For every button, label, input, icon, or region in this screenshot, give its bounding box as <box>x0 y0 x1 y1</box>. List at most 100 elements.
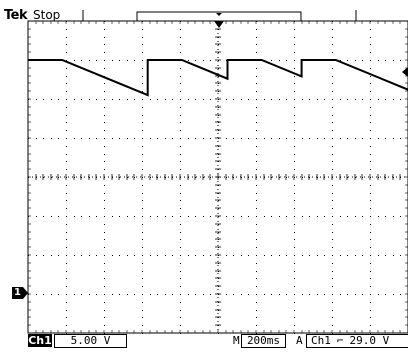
grid-dot <box>256 239 257 240</box>
grid-dot <box>203 255 204 256</box>
grid-dot <box>370 122 371 123</box>
grid-dot <box>142 208 143 209</box>
trigger-readout[interactable]: Ch1 ⌐ 29.0 V <box>306 334 408 348</box>
grid-dot <box>324 294 325 295</box>
grid-dot <box>104 302 105 303</box>
grid-dot <box>294 130 295 131</box>
time-per-div-readout[interactable]: 200ms <box>241 334 286 348</box>
grid-dot <box>256 169 257 170</box>
grid-dot <box>393 60 394 61</box>
grid-dot <box>180 37 181 38</box>
grid-dot <box>66 200 67 201</box>
trigger-position-marker <box>214 21 224 28</box>
grid-dot <box>58 138 59 139</box>
grid-dot <box>286 99 287 100</box>
grid-dot <box>332 208 333 209</box>
grid-dot <box>370 216 371 217</box>
grid-dot <box>332 325 333 326</box>
grid-dot <box>104 169 105 170</box>
grid-dot <box>332 247 333 248</box>
grid-dot <box>195 138 196 139</box>
grid-dot <box>256 317 257 318</box>
grid-dot <box>150 138 151 139</box>
grid-dot <box>378 60 379 61</box>
grid-dot <box>294 247 295 248</box>
grid-dot <box>294 107 295 108</box>
grid-dot <box>195 177 196 178</box>
volts-per-div-readout[interactable]: 5.00 V <box>54 334 127 348</box>
grid-dot <box>66 255 67 256</box>
grid-dot <box>218 247 219 248</box>
trigger-source: Ch1 <box>311 334 331 347</box>
grid-dot <box>355 177 356 178</box>
grid-dot <box>271 99 272 100</box>
grid-dot <box>180 325 181 326</box>
grid-dot <box>370 310 371 311</box>
grid-dot <box>104 232 105 233</box>
grid-dot <box>332 52 333 53</box>
grid-dot <box>370 317 371 318</box>
grid-dot <box>400 60 401 61</box>
grid-dot <box>370 325 371 326</box>
grid-dot <box>188 294 189 295</box>
grid-dot <box>218 83 219 84</box>
grid-dot <box>332 99 333 100</box>
status-bar: Ch1 5.00 V M 200ms A Ch1 ⌐ 29.0 V <box>0 334 408 348</box>
grid-dot <box>104 37 105 38</box>
grid-dot <box>317 138 318 139</box>
grid-dot <box>302 99 303 100</box>
grid-dot <box>256 232 257 233</box>
grid-dot <box>150 255 151 256</box>
grid-dot <box>104 200 105 201</box>
grid-dot <box>370 286 371 287</box>
grid-dot <box>142 91 143 92</box>
grid-dot <box>66 317 67 318</box>
grid-dot <box>370 232 371 233</box>
grid-dot <box>256 154 257 155</box>
grid-dot <box>51 99 52 100</box>
grid-dot <box>104 310 105 311</box>
grid-dot <box>370 169 371 170</box>
grid-dot <box>180 169 181 170</box>
grid-dot <box>104 263 105 264</box>
grid-dot <box>127 138 128 139</box>
grid-dot <box>66 177 67 178</box>
grid-dot <box>81 99 82 100</box>
grid-dot <box>332 122 333 123</box>
grid-dot <box>157 216 158 217</box>
grid-dot <box>248 255 249 256</box>
grid-dot <box>142 193 143 194</box>
grid-dot <box>370 255 371 256</box>
grid-dot <box>218 146 219 147</box>
grid-dot <box>294 333 295 334</box>
grid-dot <box>370 333 371 334</box>
grid-dot <box>248 294 249 295</box>
grid-dot <box>248 99 249 100</box>
grid-dot <box>150 294 151 295</box>
grid-dot <box>96 255 97 256</box>
grid-dot <box>104 60 105 61</box>
grid-dot <box>378 216 379 217</box>
grid-dot <box>134 216 135 217</box>
grid-dot <box>104 325 105 326</box>
grid-dot <box>340 216 341 217</box>
grid-dot <box>96 99 97 100</box>
channel-ground-marker[interactable]: 1 <box>12 287 23 299</box>
grid-dot <box>180 286 181 287</box>
grid-dot <box>355 255 356 256</box>
grid-dot <box>256 286 257 287</box>
grid-dot <box>294 169 295 170</box>
grid-dot <box>104 130 105 131</box>
grid-dot <box>66 76 67 77</box>
grid-dot <box>142 216 143 217</box>
grid-dot <box>165 216 166 217</box>
channel-badge[interactable]: Ch1 <box>28 334 52 347</box>
grid-dot <box>393 216 394 217</box>
grid-dot <box>279 216 280 217</box>
grid-dot <box>256 302 257 303</box>
grid-dot <box>180 310 181 311</box>
grid-dot <box>142 37 143 38</box>
grid-dot <box>66 333 67 334</box>
grid-dot <box>165 255 166 256</box>
